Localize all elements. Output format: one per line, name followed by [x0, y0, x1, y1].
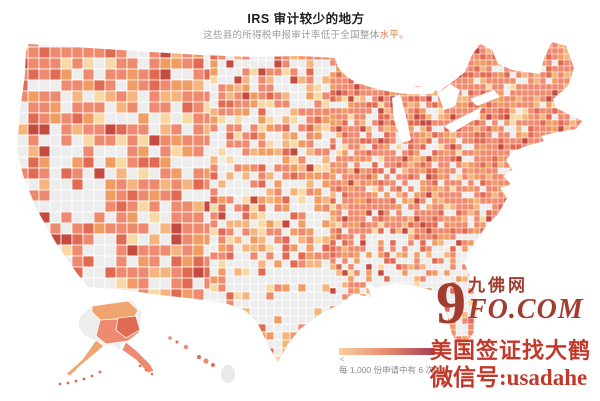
page-subtitle: 这些县的所得税申报审计率低于全国整体水平。 [0, 27, 600, 41]
alaska-panhandle [121, 341, 155, 374]
hawaii-island [203, 358, 209, 364]
great-lakes [336, 60, 500, 143]
hawaii-island [197, 355, 201, 359]
lake-michigan [392, 94, 411, 143]
hawaii-island [183, 344, 189, 350]
lake-huron [438, 84, 460, 110]
hawaii-inset [168, 336, 235, 383]
legend-caption: 每 1,000 份申请中有 6 次 [339, 365, 434, 375]
lake-erie [444, 107, 482, 133]
legend-marker: < [340, 355, 345, 364]
watermark-logo-number: 9 [436, 270, 466, 336]
watermark-logo-domain: FO.COM [468, 294, 584, 325]
subtitle-highlight: 水平。 [379, 30, 409, 41]
legend-gradient-bar [339, 348, 435, 355]
legend: < 每 1,000 份申请中有 6 次 [339, 348, 437, 376]
alaska-peninsula [65, 339, 105, 377]
watermark-wechat: 微信号:usadahe [430, 365, 588, 390]
hawaii-island [175, 340, 179, 344]
watermark-logo: 9 九佛网 FO.COM [436, 270, 584, 336]
aleutian-islands [58, 364, 154, 386]
hawaii-island [211, 363, 215, 367]
lake-ontario [470, 90, 500, 106]
watermark-logo-chinese: 九佛网 [468, 276, 528, 295]
hawaii-island [168, 336, 172, 340]
hawaii-big-island [221, 365, 235, 383]
subtitle-text: 这些县的所得税申报审计率低于全国整体 [203, 30, 380, 41]
lake-superior [336, 60, 438, 95]
page-title: IRS 审计较少的地方 [247, 12, 365, 26]
watermark-tagline: 美国签证找大鹤 [430, 338, 592, 363]
alaska-inset [58, 299, 155, 386]
alaska-east-region [115, 315, 141, 339]
